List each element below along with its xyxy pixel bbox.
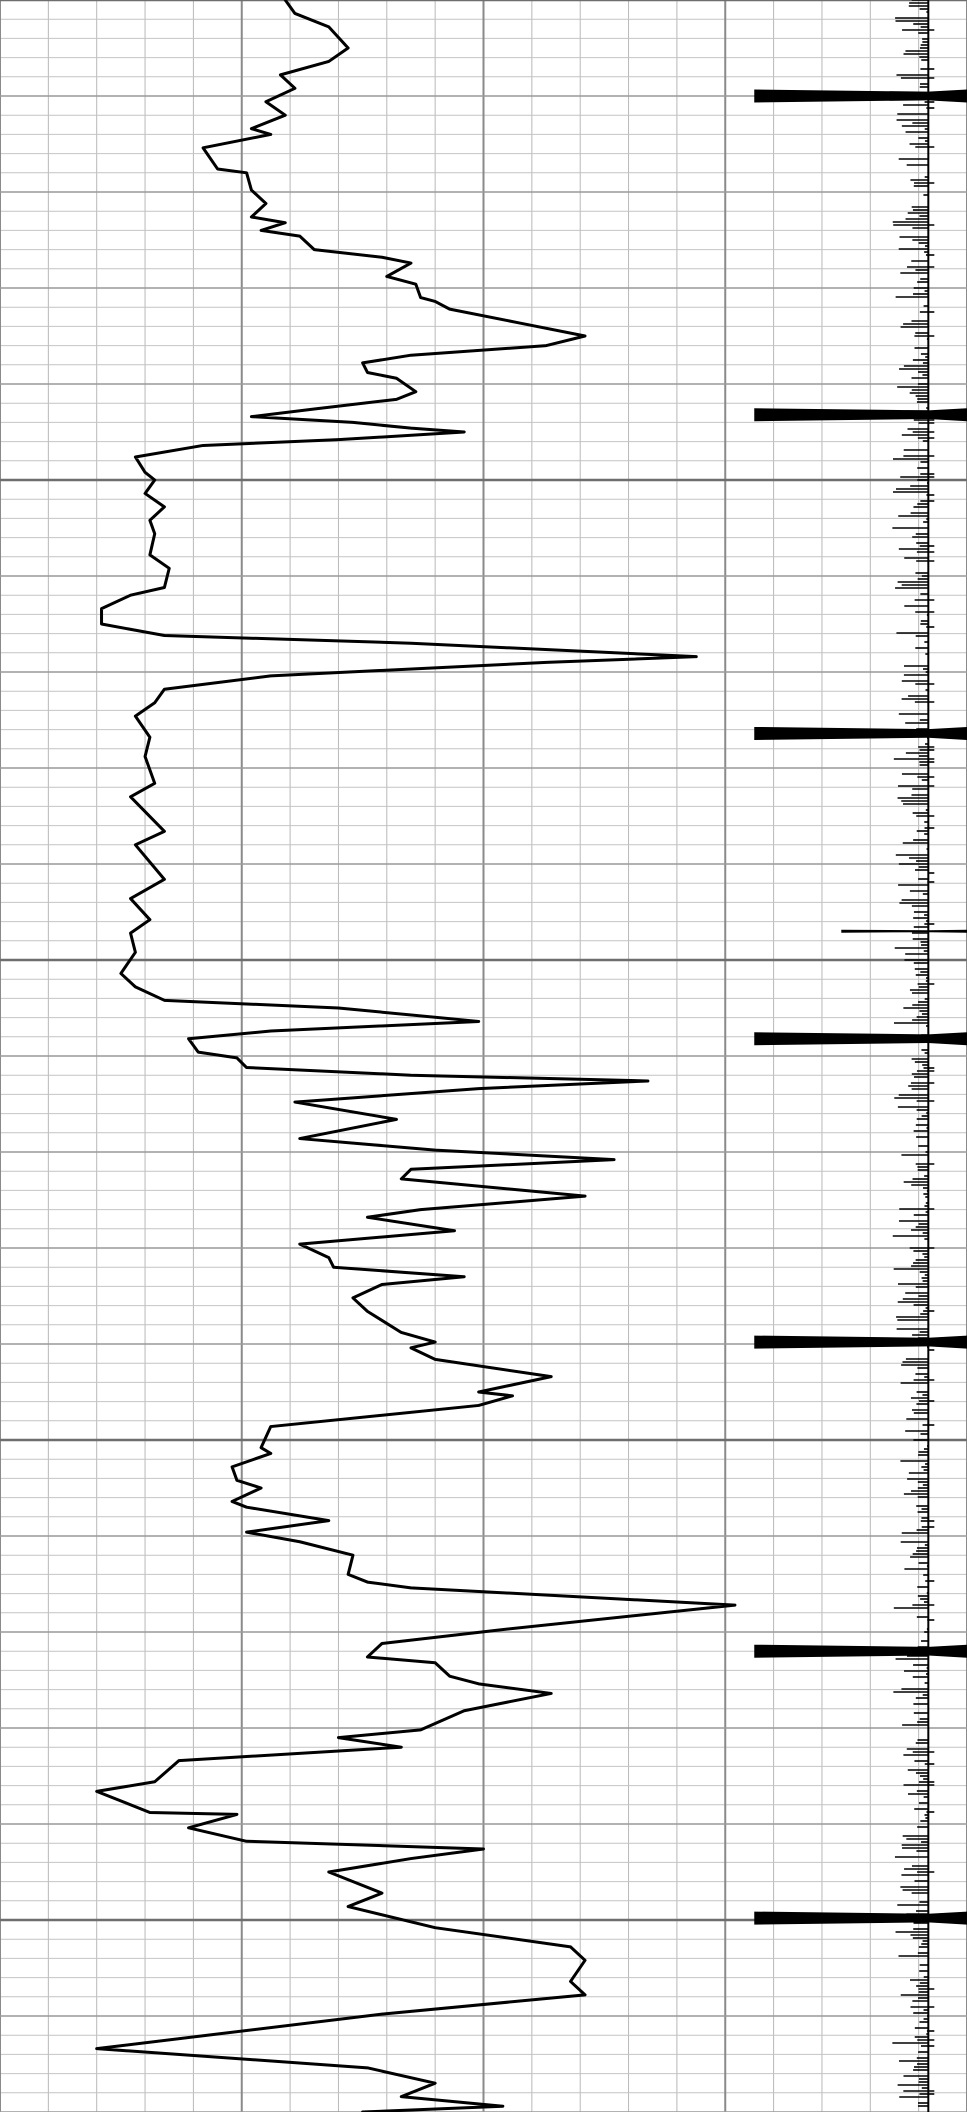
collar-spike [754,1911,967,1925]
collar-spike [754,1032,967,1046]
collar-spike [754,726,967,740]
marks [95,0,967,2112]
collar-spike [754,89,967,103]
collar-spike [754,1644,967,1658]
collar-spike [754,408,967,422]
collar-spike [841,929,967,933]
collar-spike [754,1335,967,1349]
log-curve [95,0,737,2112]
